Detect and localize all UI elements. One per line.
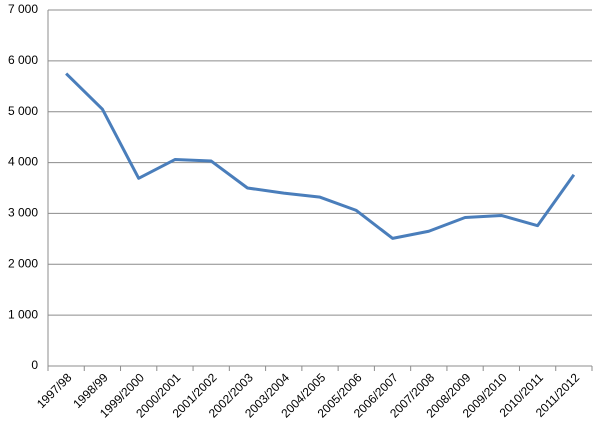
line [65, 72, 576, 240]
y-tick-label: 5 000 [8, 104, 38, 118]
y-tick-label: 4 000 [8, 155, 38, 169]
y-tick-label: 2 000 [8, 256, 38, 270]
y-tick-label: 7 000 [8, 2, 38, 16]
y-tick-label: 1 000 [8, 307, 38, 321]
y-tick-label: 0 [31, 358, 38, 372]
y-tick-label: 3 000 [8, 206, 38, 220]
y-tick-label: 6 000 [8, 53, 38, 67]
